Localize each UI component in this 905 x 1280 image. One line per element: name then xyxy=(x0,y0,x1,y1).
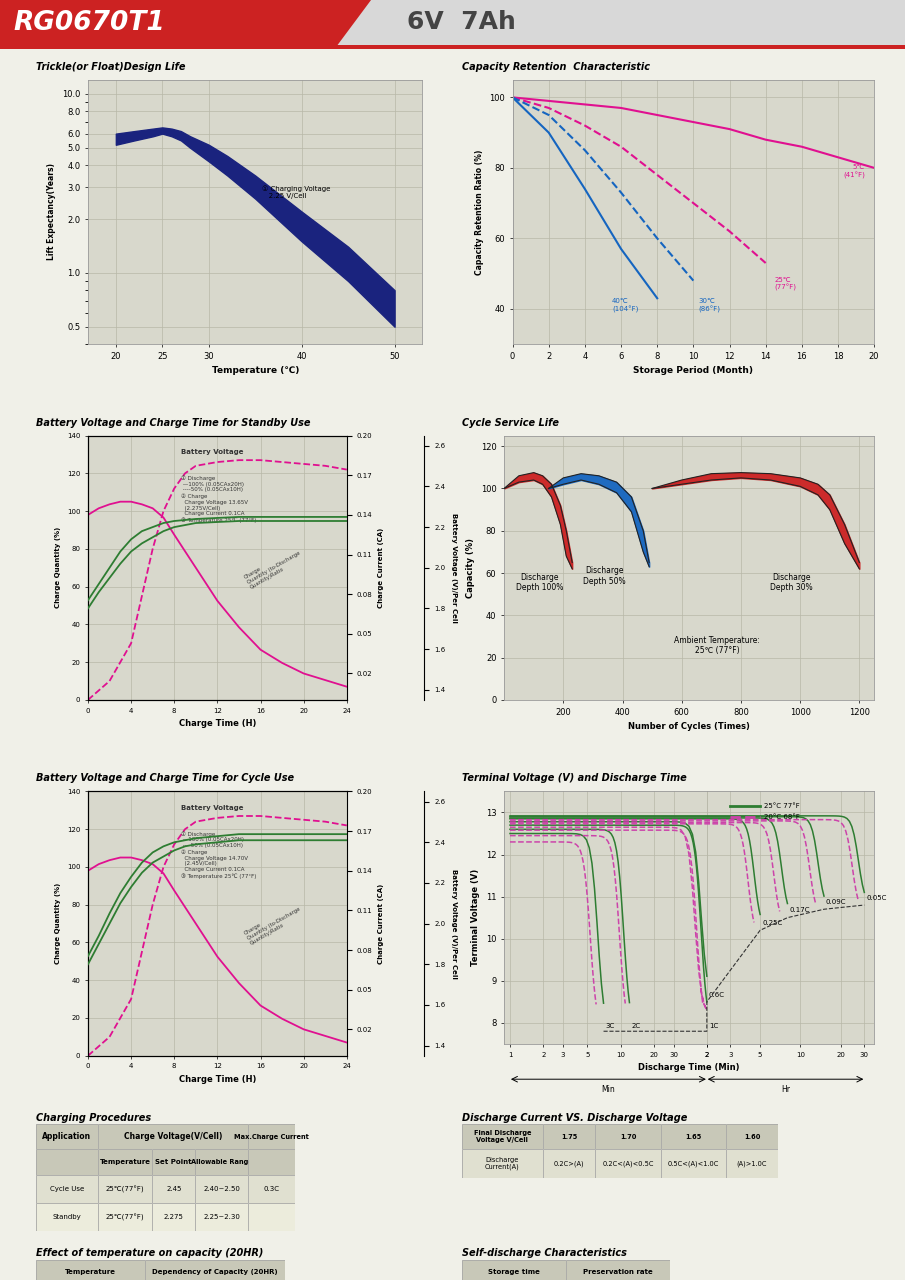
Text: Trickle(or Float)Design Life: Trickle(or Float)Design Life xyxy=(36,61,186,72)
Text: 1.75: 1.75 xyxy=(561,1134,577,1139)
Y-axis label: Battery Voltage (V)/Per Cell: Battery Voltage (V)/Per Cell xyxy=(451,869,456,978)
Text: ① Discharge
 —100% (0.05CAx20H)
 ----50% (0.05CAx10H)
② Charge
  Charge Voltage : ① Discharge —100% (0.05CAx20H) ----50% (… xyxy=(181,831,256,878)
Text: Battery Voltage: Battery Voltage xyxy=(181,449,243,456)
Text: 25℃(77°F): 25℃(77°F) xyxy=(106,1185,144,1193)
Text: 1.65: 1.65 xyxy=(685,1134,701,1139)
Y-axis label: Charge Current (CA): Charge Current (CA) xyxy=(377,527,384,608)
Text: Battery Voltage: Battery Voltage xyxy=(181,805,243,812)
Text: Discharge Current VS. Discharge Voltage: Discharge Current VS. Discharge Voltage xyxy=(462,1112,687,1123)
Text: Set Point: Set Point xyxy=(156,1160,192,1165)
Text: Charge Voltage(V/Cell): Charge Voltage(V/Cell) xyxy=(124,1132,222,1142)
Text: 0.17C: 0.17C xyxy=(789,908,810,914)
Text: 2C: 2C xyxy=(632,1023,641,1029)
Text: 25℃
(77°F): 25℃ (77°F) xyxy=(775,276,796,292)
Text: Cycle Service Life: Cycle Service Life xyxy=(462,417,558,428)
Y-axis label: Charge Current (CA): Charge Current (CA) xyxy=(377,883,384,964)
Polygon shape xyxy=(0,0,371,49)
Text: Discharge
Depth 50%: Discharge Depth 50% xyxy=(584,566,626,586)
Text: 2.40~2.50: 2.40~2.50 xyxy=(204,1187,240,1192)
Text: 0.2C<(A)<0.5C: 0.2C<(A)<0.5C xyxy=(603,1160,653,1167)
Y-axis label: Charge Quantity (%): Charge Quantity (%) xyxy=(55,527,62,608)
Text: Hr: Hr xyxy=(781,1085,790,1094)
Text: Discharge
Depth 30%: Discharge Depth 30% xyxy=(770,572,813,591)
Text: Max.Charge Current: Max.Charge Current xyxy=(234,1134,309,1139)
Text: Battery Voltage and Charge Time for Standby Use: Battery Voltage and Charge Time for Stan… xyxy=(36,417,310,428)
Text: Final Discharge
Voltage V/Cell: Final Discharge Voltage V/Cell xyxy=(473,1130,531,1143)
Text: Self-discharge Characteristics: Self-discharge Characteristics xyxy=(462,1248,626,1258)
Text: Capacity Retention  Characteristic: Capacity Retention Characteristic xyxy=(462,61,650,72)
Text: 20°C 68°F: 20°C 68°F xyxy=(764,814,800,819)
Text: 1.60: 1.60 xyxy=(744,1134,760,1139)
Text: Discharge
Depth 100%: Discharge Depth 100% xyxy=(516,572,563,591)
Text: Allowable Range: Allowable Range xyxy=(191,1160,252,1165)
Text: 2.45: 2.45 xyxy=(167,1187,181,1192)
Text: Application: Application xyxy=(43,1132,91,1142)
Text: 0.3C: 0.3C xyxy=(263,1187,280,1192)
Text: 25℃(77°F): 25℃(77°F) xyxy=(106,1213,144,1221)
Text: Ambient Temperature:
25℃ (77°F): Ambient Temperature: 25℃ (77°F) xyxy=(674,636,760,655)
Text: 0.09C: 0.09C xyxy=(826,899,846,905)
X-axis label: Charge Time (H): Charge Time (H) xyxy=(178,719,256,728)
Y-axis label: Battery Voltage (V)/Per Cell: Battery Voltage (V)/Per Cell xyxy=(451,513,456,622)
Text: 1.70: 1.70 xyxy=(620,1134,636,1139)
Y-axis label: Capacity (%): Capacity (%) xyxy=(466,538,475,598)
Text: 25°C 77°F: 25°C 77°F xyxy=(764,803,800,809)
Text: 6V  7Ah: 6V 7Ah xyxy=(407,10,516,33)
Y-axis label: Terminal Voltage (V): Terminal Voltage (V) xyxy=(472,869,481,966)
Text: (A)>1.0C: (A)>1.0C xyxy=(737,1160,767,1167)
Text: Preservation rate: Preservation rate xyxy=(583,1270,653,1275)
Y-axis label: Capacity Retention Ratio (%): Capacity Retention Ratio (%) xyxy=(474,150,483,275)
Text: Standby: Standby xyxy=(52,1215,81,1220)
Text: 0.2C>(A): 0.2C>(A) xyxy=(554,1160,585,1167)
Text: Discharge
Current(A): Discharge Current(A) xyxy=(485,1157,519,1170)
X-axis label: Temperature (℃): Temperature (℃) xyxy=(212,366,299,375)
Bar xyxy=(0,45,905,49)
Text: 40℃
(104°F): 40℃ (104°F) xyxy=(612,298,638,312)
Text: Charge
Quantity (to-Discharge
Quantity)Ratio: Charge Quantity (to-Discharge Quantity)R… xyxy=(243,901,304,946)
Text: Cycle Use: Cycle Use xyxy=(50,1187,84,1192)
Text: Dependency of Capacity (20HR): Dependency of Capacity (20HR) xyxy=(152,1270,278,1275)
Text: 30℃
(86°F): 30℃ (86°F) xyxy=(699,298,720,312)
Text: 1C: 1C xyxy=(709,1023,718,1029)
Y-axis label: Lift Expectancy(Years): Lift Expectancy(Years) xyxy=(47,164,56,260)
X-axis label: Discharge Time (Min): Discharge Time (Min) xyxy=(638,1064,740,1073)
Text: Temperature: Temperature xyxy=(100,1160,150,1165)
Text: 5℃
(41°F): 5℃ (41°F) xyxy=(843,164,865,179)
Text: 0.6C: 0.6C xyxy=(709,992,725,997)
Text: Battery Voltage and Charge Time for Cycle Use: Battery Voltage and Charge Time for Cycl… xyxy=(36,773,294,783)
Text: RG0670T1: RG0670T1 xyxy=(14,10,166,36)
Text: Storage time: Storage time xyxy=(488,1270,539,1275)
Text: 0.05C: 0.05C xyxy=(866,895,887,901)
Text: Min: Min xyxy=(602,1085,615,1094)
Text: Terminal Voltage (V) and Discharge Time: Terminal Voltage (V) and Discharge Time xyxy=(462,773,686,783)
Text: Charging Procedures: Charging Procedures xyxy=(36,1112,151,1123)
Text: 2.25~2.30: 2.25~2.30 xyxy=(204,1215,240,1220)
X-axis label: Charge Time (H): Charge Time (H) xyxy=(178,1075,256,1084)
Text: Temperature: Temperature xyxy=(65,1270,116,1275)
Text: Effect of temperature on capacity (20HR): Effect of temperature on capacity (20HR) xyxy=(36,1248,263,1258)
Text: ① Discharge
 —100% (0.05CAx20H)
 ----50% (0.05CAx10H)
② Charge
  Charge Voltage : ① Discharge —100% (0.05CAx20H) ----50% (… xyxy=(181,475,256,522)
Text: ① Charging Voltage
   2.25 V/Cell: ① Charging Voltage 2.25 V/Cell xyxy=(262,186,330,200)
Text: Charge
Quantity (to-Discharge
Quantity)Ratio: Charge Quantity (to-Discharge Quantity)R… xyxy=(243,545,304,590)
X-axis label: Storage Period (Month): Storage Period (Month) xyxy=(634,366,753,375)
Text: 0.5C<(A)<1.0C: 0.5C<(A)<1.0C xyxy=(668,1160,719,1167)
Text: 0.25C: 0.25C xyxy=(762,920,782,925)
Y-axis label: Charge Quantity (%): Charge Quantity (%) xyxy=(55,883,62,964)
X-axis label: Number of Cycles (Times): Number of Cycles (Times) xyxy=(628,722,750,731)
Text: 3C: 3C xyxy=(605,1023,614,1029)
Text: 2.275: 2.275 xyxy=(164,1215,184,1220)
